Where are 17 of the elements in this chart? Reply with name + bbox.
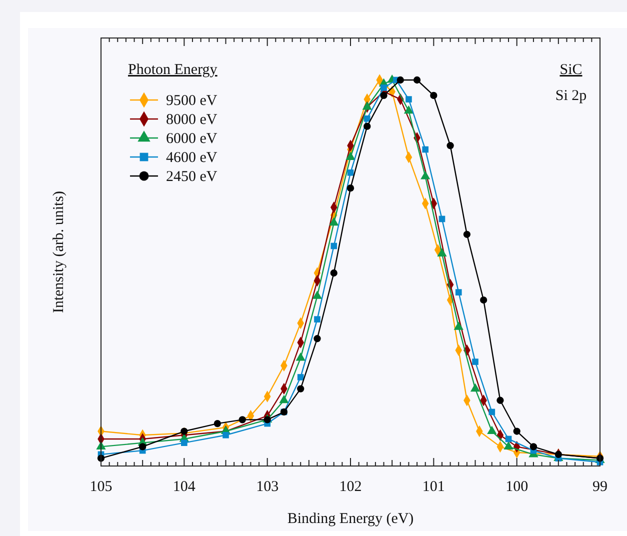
legend-label: 8000 eV [166,112,218,128]
x-tick-label: 100 [506,479,528,495]
x-tick-label: 99 [592,479,608,495]
x-tick-label: 105 [90,479,112,495]
legend-label: 4600 eV [166,150,218,166]
x-tick-label: 103 [256,479,279,495]
x-axis-title: Binding Energy (eV) [287,511,414,527]
legend-label: 2450 eV [166,169,218,185]
x-tick-label: 101 [422,479,445,495]
legend-label: 9500 eV [166,93,218,109]
annotation: Si 2p [555,88,587,104]
text: SiC [560,62,582,78]
x-tick-label: 104 [172,479,196,495]
legend-label: 6000 eV [166,131,218,147]
legend-title: Photon Energy [128,62,218,78]
x-tick-label: 102 [339,479,362,495]
y-axis-title: Intensity (arb. units) [51,190,67,314]
